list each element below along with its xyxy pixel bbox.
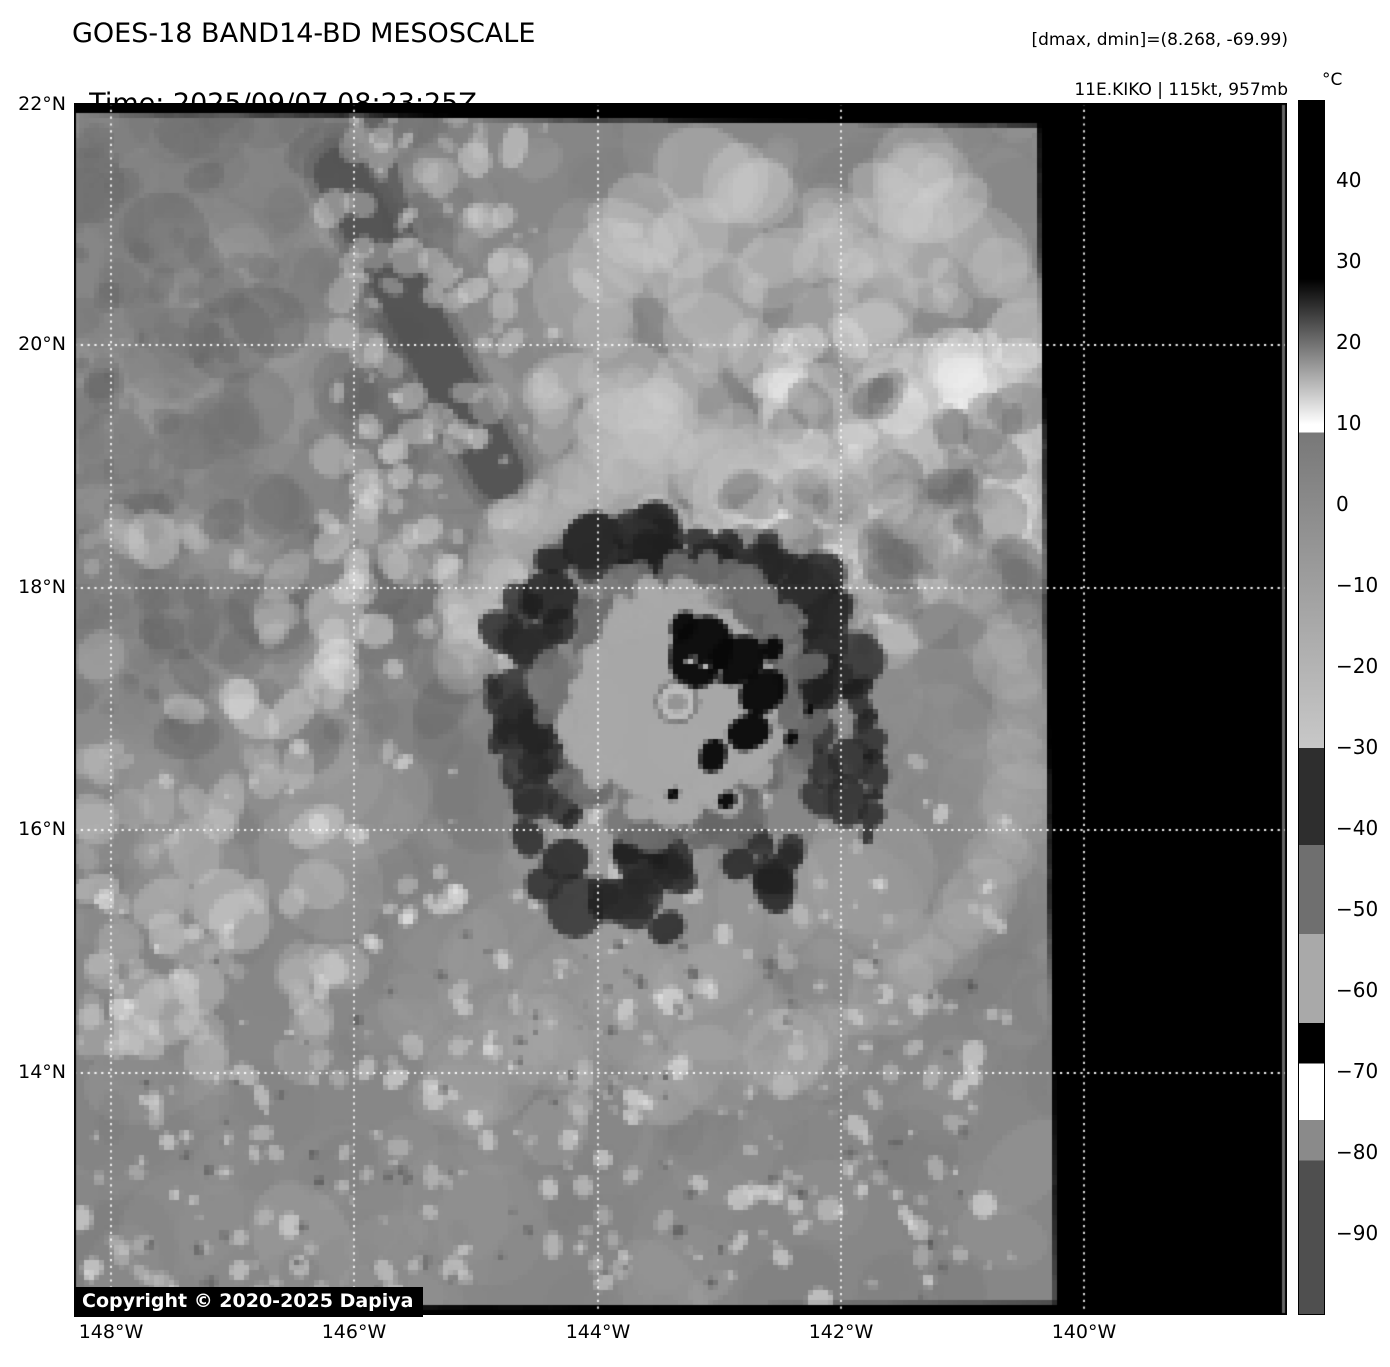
storm-info: [dmax, dmin]=(8.268, -69.99) 11E.KIKO | … (1031, 28, 1288, 103)
lon-label: 146°W (321, 1321, 387, 1343)
copyright-badge: Copyright © 2020-2025 Dapiya (74, 1287, 424, 1317)
colorbar-tick-label: −70 (1336, 1059, 1379, 1083)
colorbar-tick-label: −40 (1336, 816, 1379, 840)
colorbar-tick-label: 40 (1336, 168, 1362, 192)
lat-label: 16°N (18, 818, 66, 840)
lon-label: 148°W (78, 1321, 144, 1343)
satellite-image-canvas (74, 103, 1287, 1315)
title-line1: GOES-18 BAND14-BD MESOSCALE (72, 18, 536, 49)
colorbar-tick-label: −60 (1336, 978, 1379, 1002)
dmax-dmin-line: [dmax, dmin]=(8.268, -69.99) (1031, 30, 1288, 50)
colorbar-unit: °C (1322, 70, 1343, 90)
colorbar-tick-label: −30 (1336, 735, 1379, 759)
colorbar-tick-label: −10 (1336, 573, 1379, 597)
storm-id-line: 11E.KIKO | 115kt, 957mb (1074, 80, 1288, 100)
lon-label: 144°W (565, 1321, 631, 1343)
colorbar-tick-label: 10 (1336, 411, 1362, 435)
colorbar-tick-label: −80 (1336, 1140, 1379, 1164)
colorbar-tick-label: 20 (1336, 330, 1362, 354)
colorbar-tick-label: −50 (1336, 897, 1379, 921)
colorbar (1298, 100, 1325, 1315)
colorbar-tick-label: 30 (1336, 249, 1362, 273)
colorbar-tick-label: −20 (1336, 654, 1379, 678)
lat-label: 18°N (18, 576, 66, 598)
lat-label: 20°N (18, 333, 66, 355)
colorbar-tick-label: −90 (1336, 1221, 1379, 1245)
lat-label: 14°N (18, 1061, 66, 1083)
lat-label: 22°N (18, 93, 66, 115)
lon-label: 142°W (808, 1321, 874, 1343)
lon-label: 140°W (1051, 1321, 1117, 1343)
colorbar-tick-label: 0 (1336, 492, 1349, 516)
